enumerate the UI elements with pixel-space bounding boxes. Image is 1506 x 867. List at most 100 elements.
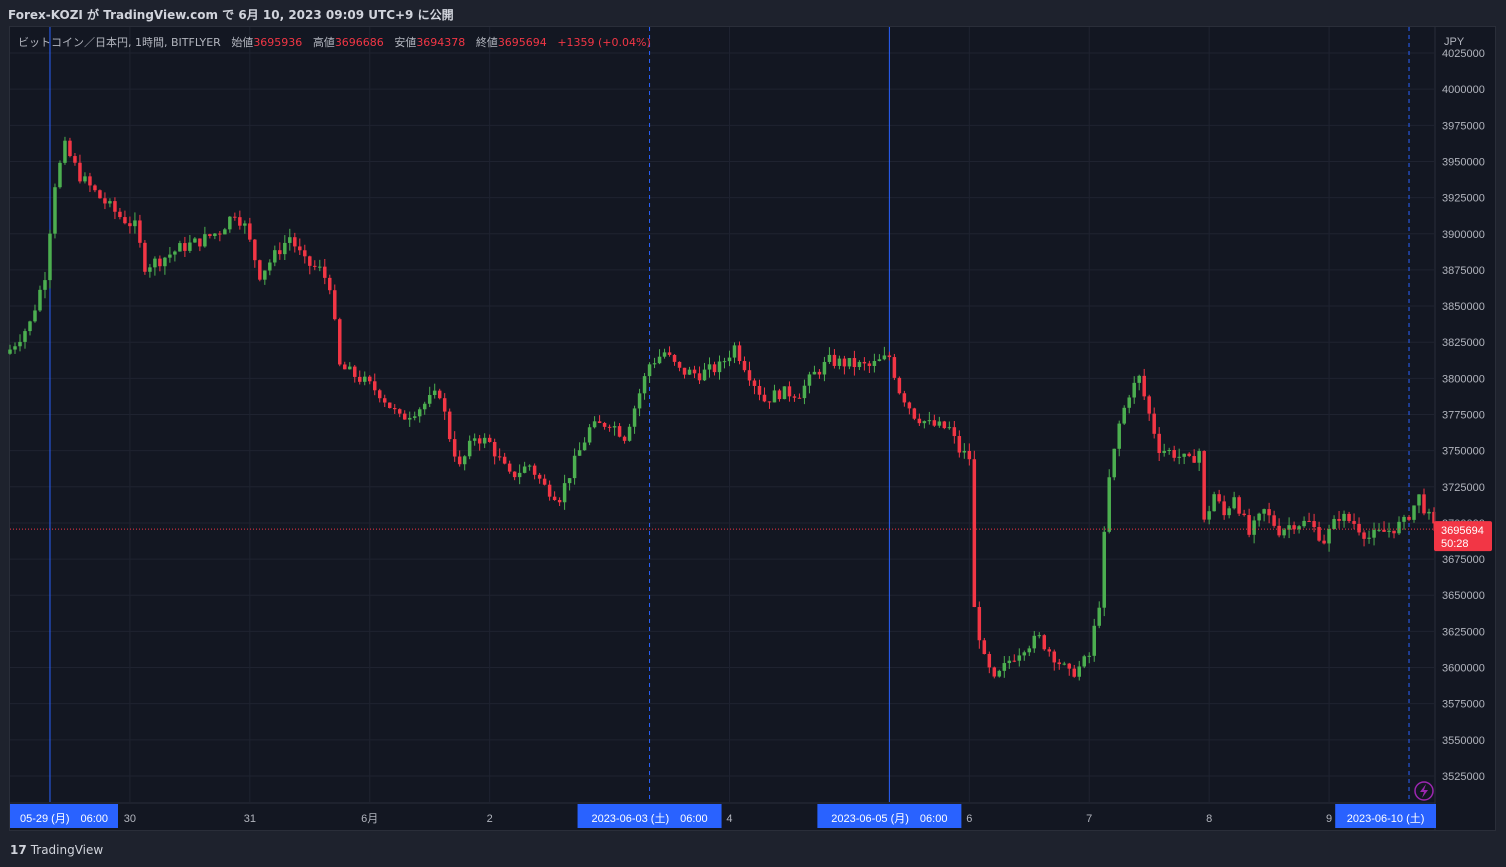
candle-body	[422, 403, 427, 410]
candle-body	[18, 341, 22, 347]
candle-body	[358, 376, 362, 382]
candle-body	[1417, 494, 1421, 506]
candle-body	[527, 465, 532, 467]
candle-body	[627, 426, 632, 441]
candle-body	[1092, 625, 1096, 656]
published-text: Forex-KOZI が TradingView.com で 6月 10, 20…	[8, 8, 454, 22]
y-tick-label: 3875000	[1442, 265, 1485, 277]
symbol-label[interactable]: ビットコイン／日本円, 1時間, BITFLYER	[18, 36, 221, 49]
x-tick-label: 6月	[361, 813, 378, 825]
candle-body	[238, 217, 242, 226]
candle-body	[133, 220, 137, 227]
time-highlight-badge	[817, 804, 962, 828]
candle-body	[727, 357, 732, 362]
candle-body	[1142, 375, 1146, 397]
candle-body	[737, 345, 742, 362]
candle-body	[88, 176, 92, 186]
candle-body	[677, 361, 682, 368]
candle-body	[143, 242, 147, 272]
candle-body	[58, 162, 62, 188]
candle-body	[967, 450, 972, 460]
candle-body	[8, 349, 12, 354]
candle-body	[208, 234, 212, 237]
candle-body	[697, 373, 702, 381]
candle-body	[462, 456, 467, 465]
candle-body	[168, 254, 172, 258]
candle-body	[592, 421, 597, 428]
candle-body	[173, 251, 177, 255]
candle-body	[1237, 497, 1241, 514]
candle-body	[138, 220, 142, 243]
candle-body	[912, 408, 917, 419]
candle-body	[382, 398, 387, 403]
candle-body	[1112, 448, 1116, 478]
chart-frame[interactable]	[9, 26, 1496, 831]
candle-body	[318, 266, 322, 268]
candle-body	[987, 654, 992, 668]
candle-body	[1267, 509, 1271, 516]
candle-body	[867, 363, 872, 366]
candle-body	[63, 140, 67, 163]
candle-body	[742, 361, 747, 371]
candle-body	[1227, 508, 1231, 516]
candle-body	[857, 361, 862, 368]
y-tick-label: 3750000	[1442, 446, 1485, 458]
candle-body	[807, 374, 812, 386]
candle-body	[1397, 521, 1401, 534]
candle-body	[353, 366, 357, 377]
candle-body	[762, 394, 767, 402]
candle-body	[1367, 537, 1371, 539]
open-value: 3695936	[253, 36, 303, 49]
candle-body	[103, 198, 107, 204]
candle-body	[253, 239, 257, 261]
candle-body	[343, 364, 347, 370]
candle-body	[662, 352, 667, 357]
candle-body	[862, 361, 867, 364]
candle-body	[1432, 511, 1436, 524]
y-tick-label: 3575000	[1442, 699, 1485, 711]
candle-body	[98, 190, 102, 199]
candle-body	[1182, 453, 1186, 457]
candle-body	[522, 466, 527, 473]
candle-body	[997, 670, 1002, 677]
candle-body	[33, 310, 37, 322]
y-tick-label: 3525000	[1442, 771, 1485, 783]
candle-body	[223, 229, 227, 235]
tradingview-logo[interactable]: 17 TradingView	[10, 843, 103, 857]
close-label: 終値	[475, 36, 498, 49]
candle-body	[612, 426, 617, 428]
candle-body	[692, 369, 697, 374]
candle-body	[1027, 648, 1032, 653]
candle-body	[922, 421, 927, 424]
candle-body	[452, 439, 457, 457]
ohlc-legend: ビットコイン／日本円, 1時間, BITFLYER 始値3695936 高値36…	[18, 34, 651, 50]
candle-body	[1372, 529, 1376, 538]
publish-bar: Forex-KOZI が TradingView.com で 6月 10, 20…	[0, 0, 1506, 26]
candle-body	[1357, 523, 1361, 533]
candle-body	[1072, 668, 1077, 677]
candle-body	[1312, 521, 1316, 528]
candle-body	[607, 426, 612, 428]
candle-body	[812, 371, 817, 375]
candle-body	[502, 456, 507, 464]
x-tick-label: 30	[124, 813, 136, 825]
time-highlight-badge	[10, 804, 118, 828]
y-tick-label: 3600000	[1442, 663, 1485, 675]
candle-body	[537, 474, 542, 479]
candle-body	[298, 246, 302, 251]
candle-body	[1177, 456, 1181, 458]
candle-body	[1137, 375, 1141, 383]
candle-body	[832, 354, 837, 366]
y-tick-label: 3925000	[1442, 193, 1485, 205]
candle-body	[1262, 509, 1266, 514]
candle-body	[847, 358, 852, 367]
candle-body	[203, 234, 207, 247]
time-highlight-badge	[1335, 804, 1436, 828]
change-value: +1359 (+0.04%)	[557, 36, 651, 49]
candle-body	[293, 237, 297, 247]
candle-body	[1172, 450, 1176, 458]
candle-body	[617, 426, 622, 437]
time-highlight-label: 2023-06-05 (月) 06:00	[831, 813, 947, 825]
candle-body	[348, 366, 352, 370]
